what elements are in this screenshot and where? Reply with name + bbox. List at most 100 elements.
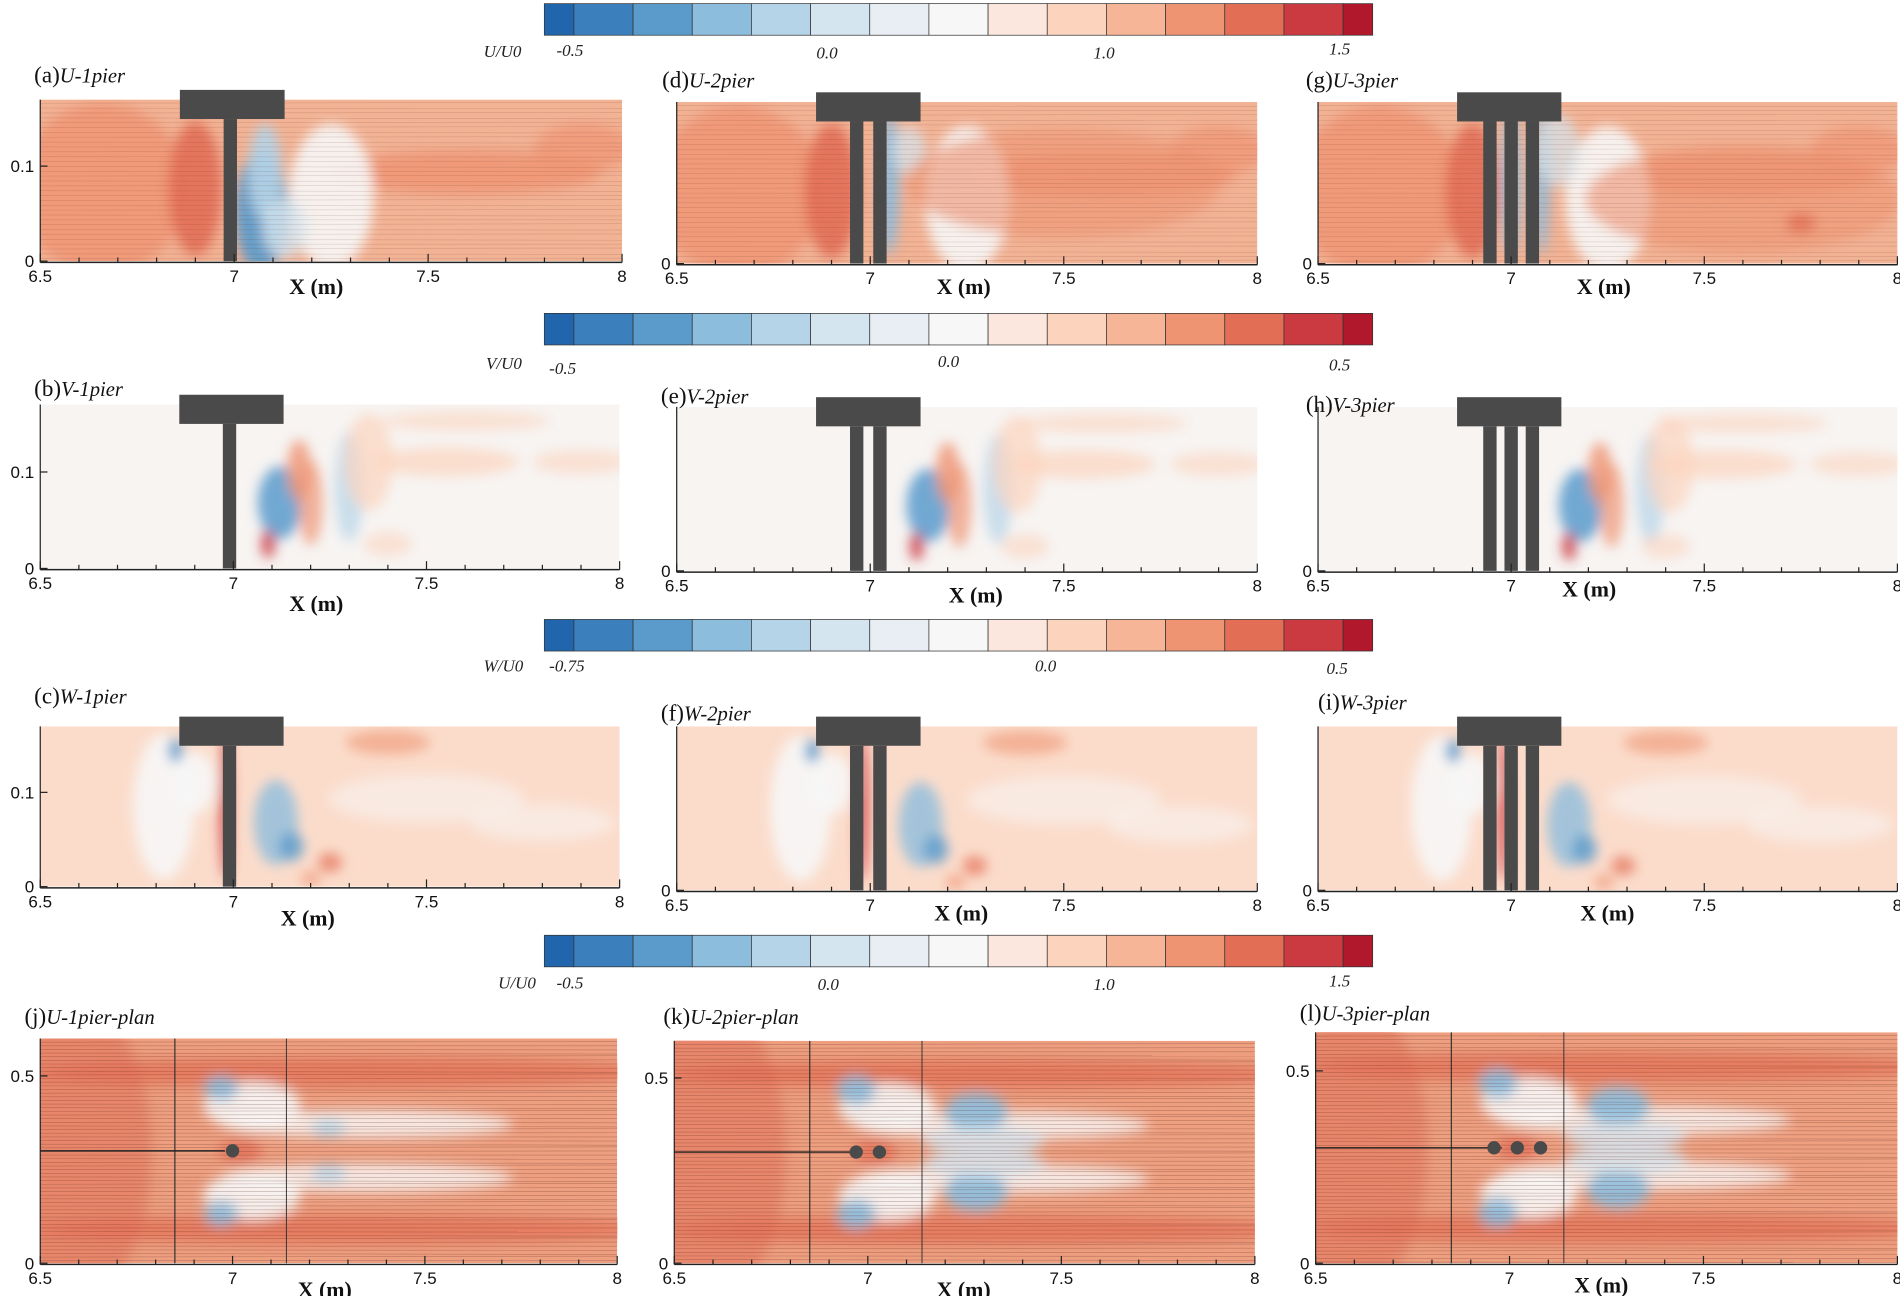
pier-cap <box>179 716 284 746</box>
contour-region <box>1594 874 1614 890</box>
streamline <box>40 1162 618 1164</box>
panel-caption: (e)V-2pier <box>661 382 749 408</box>
panel-title: W-2pier <box>684 703 752 725</box>
colorbar-swatch <box>632 619 693 652</box>
contour-region <box>1585 144 1898 254</box>
pier-cross-section <box>872 1145 887 1159</box>
x-tick-label: 7 <box>1506 269 1515 288</box>
contour-field <box>676 406 1258 571</box>
streamline <box>1315 1064 1898 1067</box>
panel-letter: (f) <box>661 699 684 725</box>
streamline <box>676 211 1258 213</box>
y-axis: 00.1 <box>11 99 48 271</box>
streamline <box>40 1143 618 1146</box>
contour-region <box>945 874 966 890</box>
panel-l: 6.577.58X (m)00.5(l)U-3pier-plan <box>1286 999 1900 1296</box>
streamline <box>1315 1140 1898 1143</box>
contour-region <box>311 1118 346 1139</box>
pier <box>873 121 887 264</box>
contour-region <box>982 730 1068 755</box>
x-tick-label: 7 <box>863 1269 872 1288</box>
pier <box>1525 121 1540 264</box>
colorbar-swatch <box>751 3 811 36</box>
panel-caption: (k)U-2pier-plan <box>663 1003 798 1029</box>
pier <box>1525 426 1540 571</box>
x-tick-label: 6.5 <box>1306 269 1330 288</box>
streamline <box>1315 1083 1898 1085</box>
contour-field <box>674 1040 1255 1264</box>
contour-region <box>311 1163 346 1184</box>
colorbar-swatch <box>1224 313 1285 346</box>
pier-cap <box>179 89 285 120</box>
streamline <box>1315 1213 1898 1215</box>
colorbar-tick-label: -0.5 <box>549 359 576 378</box>
colorbar-tick-label: 0.0 <box>1035 657 1057 676</box>
pier-cross-section <box>1487 1141 1501 1155</box>
colorbar-swatch <box>691 619 752 652</box>
streamline <box>1318 251 1898 253</box>
contour-region <box>1599 462 1624 548</box>
y-axis: 0 <box>1302 726 1326 900</box>
streamline <box>676 178 1258 180</box>
streamline <box>1315 1156 1898 1158</box>
streamline <box>674 1207 1255 1209</box>
y-tick-label: 0.5 <box>11 1067 35 1086</box>
contour-region <box>676 105 824 264</box>
x-tick-label: 8 <box>615 892 624 911</box>
x-axis: 6.5 7 7.5 8 X (m) <box>28 879 624 931</box>
x-tick-label: 6.5 <box>1306 896 1330 915</box>
x-tick-label: 6.5 <box>665 896 689 915</box>
contour-field <box>40 404 620 569</box>
colorbar-swatch <box>691 313 752 346</box>
colorbar-swatch <box>928 313 989 346</box>
x-tick-label: 6.5 <box>28 574 52 593</box>
streamline <box>1315 1210 1898 1213</box>
colorbar-tick-label: 1.5 <box>1329 971 1350 990</box>
streamlines <box>40 1041 618 1262</box>
streamline <box>1318 226 1898 229</box>
panel-title: V-1pier <box>61 379 124 401</box>
streamline <box>40 1125 618 1128</box>
pier <box>873 426 887 571</box>
x-axis: 6.5 7 7.5 8 X (m) <box>662 1255 1260 1296</box>
colorbar-swatch <box>1342 3 1374 36</box>
x-tick-label: 7.5 <box>415 892 439 911</box>
x-tick-label: 8 <box>612 1269 621 1288</box>
pier-cross-section <box>849 1145 863 1159</box>
pier <box>1504 121 1518 264</box>
x-tick-label: 7 <box>229 574 238 593</box>
contour-region <box>923 1126 1045 1156</box>
streamlines <box>1318 105 1898 262</box>
y-tick-label: 0.5 <box>1286 1062 1310 1081</box>
contour-region <box>218 1138 263 1163</box>
colorbar-tick-label: 0.0 <box>938 352 960 371</box>
contour-region <box>1315 1052 1898 1082</box>
x-tick-label: 7.5 <box>1692 896 1716 915</box>
streamline <box>676 251 1258 253</box>
streamline <box>1315 1046 1898 1049</box>
streamline <box>40 1055 618 1058</box>
streamline <box>674 1079 1255 1082</box>
pier <box>222 745 237 887</box>
contour-region <box>1611 856 1636 876</box>
panel-letter: (i) <box>1318 688 1340 714</box>
streamline <box>40 1110 618 1112</box>
panel-letter: (b) <box>34 375 61 401</box>
streamline <box>40 1253 618 1255</box>
contour-regions <box>257 411 620 559</box>
colorbar-swatch <box>1283 3 1344 36</box>
x-tick-label: 7 <box>229 892 238 911</box>
contour-region <box>469 804 616 841</box>
colorbar-swatch <box>573 619 634 652</box>
streamline <box>40 1219 618 1221</box>
streamline <box>1315 1176 1898 1179</box>
y-axis: 0 <box>1302 406 1326 581</box>
contour-field <box>1318 726 1898 891</box>
y-axis: 0 <box>661 406 684 581</box>
panel-c: 6.5 7 7.5 8X (m)00.1(c)W-1pier <box>11 682 625 930</box>
colorbar-swatch <box>810 3 871 36</box>
contour-region <box>905 128 1222 238</box>
contour-region <box>1586 1086 1650 1126</box>
panel-caption: (f)W-2pier <box>661 699 752 725</box>
pier <box>1483 426 1497 571</box>
